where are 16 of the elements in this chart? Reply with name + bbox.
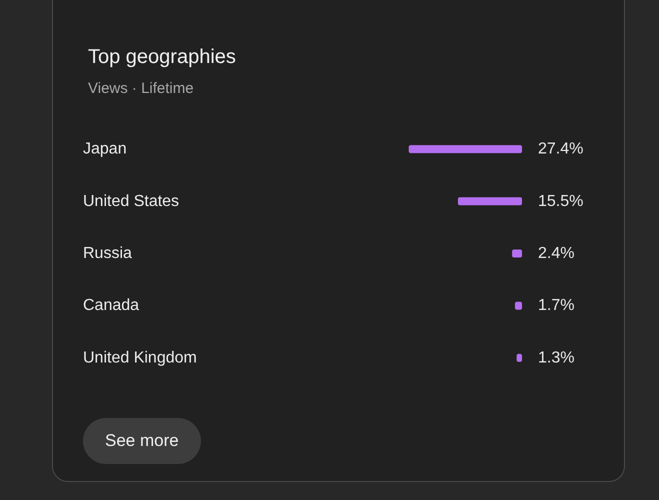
bar — [458, 197, 522, 206]
text: Views · Lifetime — [88, 80, 194, 97]
data-label: 1.7% — [538, 297, 574, 314]
y-tick-label: Russia — [83, 245, 132, 262]
bar — [408, 145, 522, 154]
text: Top geographies — [88, 46, 236, 68]
y-tick-label: United Kingdom — [83, 349, 197, 366]
data-label: 15.5% — [538, 192, 584, 210]
y-tick-label: Japan — [83, 140, 127, 158]
data-label: 1.3% — [538, 349, 574, 366]
data-label: 2.4% — [538, 245, 574, 262]
data-label: 27.4% — [538, 140, 584, 158]
bar — [512, 250, 522, 258]
y-tick-label: Canada — [83, 297, 140, 314]
text: See more — [83, 418, 201, 464]
y-tick-label: United States — [83, 192, 180, 210]
